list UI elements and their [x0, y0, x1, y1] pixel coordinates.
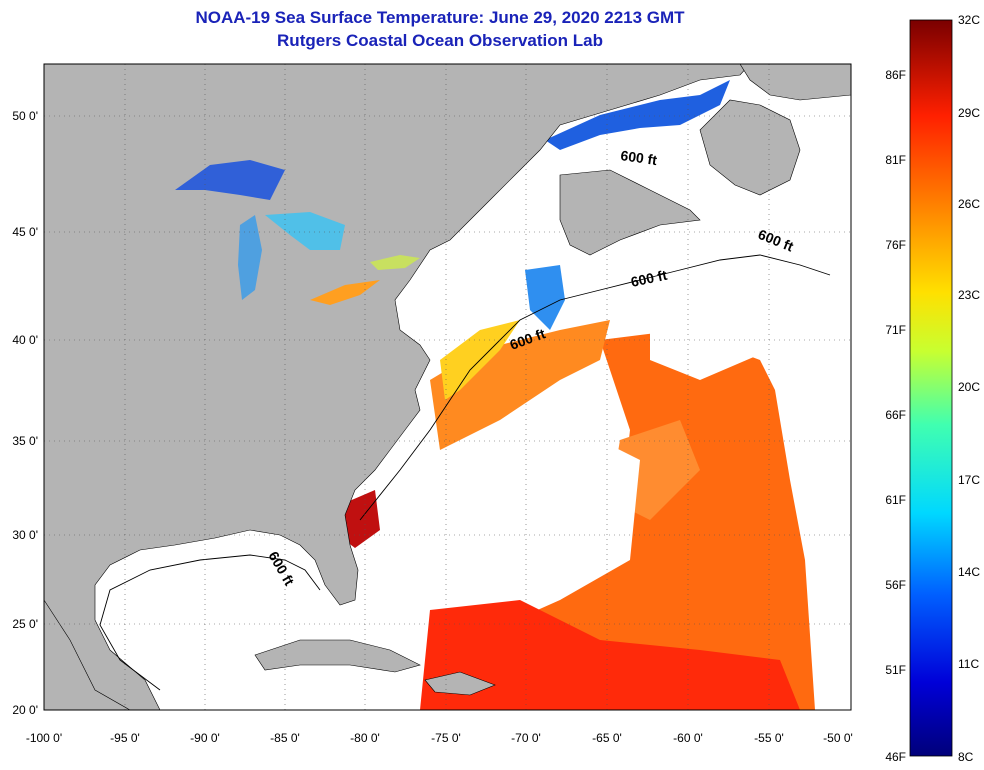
lon-tick-label: -100 0' [26, 731, 62, 745]
sst-mid-atlantic [430, 320, 610, 450]
celsius-tick: 29C [958, 106, 980, 120]
celsius-tick: 8C [958, 750, 974, 764]
fahrenheit-tick: 56F [885, 578, 906, 592]
sst-hot-swath [420, 600, 800, 710]
sst-st-lawrence [545, 80, 730, 150]
lon-tick-label: -60 0' [673, 731, 703, 745]
lat-tick-label: 30 0' [12, 528, 38, 542]
fahrenheit-tick: 71F [885, 323, 906, 337]
map-title: NOAA-19 Sea Surface Temperature: June 29… [195, 8, 685, 27]
colorbar-fahrenheit-ticks: 86F 81F 76F 71F 66F 61F 56F 51F 46F [885, 68, 906, 764]
land-mexico-south [44, 599, 131, 710]
colorbar-celsius-ticks: 32C 29C 26C 23C 20C 17C 14C 11C 8C [958, 13, 980, 764]
lon-tick-label: -65 0' [592, 731, 622, 745]
lat-tick-label: 25 0' [12, 617, 38, 631]
colorbar [909, 19, 953, 757]
lat-tick-label: 50 0' [12, 109, 38, 123]
lake-superior [175, 160, 285, 200]
isobath-600ft [359, 254, 831, 521]
land-newfoundland [699, 99, 801, 196]
isobath-gulf [99, 554, 321, 691]
land-maritimes [559, 169, 701, 256]
fahrenheit-tick: 81F [885, 153, 906, 167]
land-cuba [254, 639, 421, 673]
lat-tick-label: 35 0' [12, 434, 38, 448]
lat-tick-label: 20 0' [12, 703, 38, 717]
lon-tick-label: -80 0' [350, 731, 380, 745]
fahrenheit-tick: 46F [885, 750, 906, 764]
fahrenheit-tick: 61F [885, 493, 906, 507]
lake-ontario [370, 255, 420, 270]
sst-gulf-maine [525, 265, 565, 330]
lon-tick-label: -55 0' [754, 731, 784, 745]
lon-tick-label: -70 0' [511, 731, 541, 745]
lake-huron [265, 212, 345, 250]
land-hispaniola [424, 671, 496, 696]
fahrenheit-tick: 66F [885, 408, 906, 422]
fahrenheit-tick: 86F [885, 68, 906, 82]
depth-label: 600 ft [629, 267, 668, 290]
celsius-tick: 14C [958, 565, 980, 579]
map-border [43, 63, 852, 711]
cloud-patch [430, 420, 640, 600]
longitude-ticks: -100 0' -95 0' -90 0' -85 0' -80 0' -75 … [26, 731, 853, 745]
lat-tick-label: 45 0' [12, 225, 38, 239]
lake-erie [310, 280, 380, 305]
celsius-tick: 17C [958, 473, 980, 487]
lon-tick-label: -50 0' [823, 731, 853, 745]
land-north-america [44, 64, 751, 710]
celsius-tick: 23C [958, 288, 980, 302]
lon-tick-label: -90 0' [190, 731, 220, 745]
lat-tick-label: 40 0' [12, 333, 38, 347]
lake-michigan [238, 215, 262, 300]
lon-tick-label: -95 0' [110, 731, 140, 745]
depth-label: 600 ft [620, 147, 659, 168]
land-labrador [739, 64, 851, 101]
latitude-ticks: 50 0' 45 0' 40 0' 35 0' 30 0' 25 0' 20 0… [12, 109, 38, 717]
celsius-tick: 11C [958, 657, 979, 671]
celsius-tick: 26C [958, 197, 980, 211]
celsius-tick: 20C [958, 380, 980, 394]
celsius-tick: 32C [958, 13, 980, 27]
fahrenheit-tick: 76F [885, 238, 906, 252]
fahrenheit-tick: 51F [885, 663, 906, 677]
lon-tick-label: -75 0' [431, 731, 461, 745]
lon-tick-label: -85 0' [270, 731, 300, 745]
map-subtitle: Rutgers Coastal Ocean Observation Lab [277, 31, 603, 50]
